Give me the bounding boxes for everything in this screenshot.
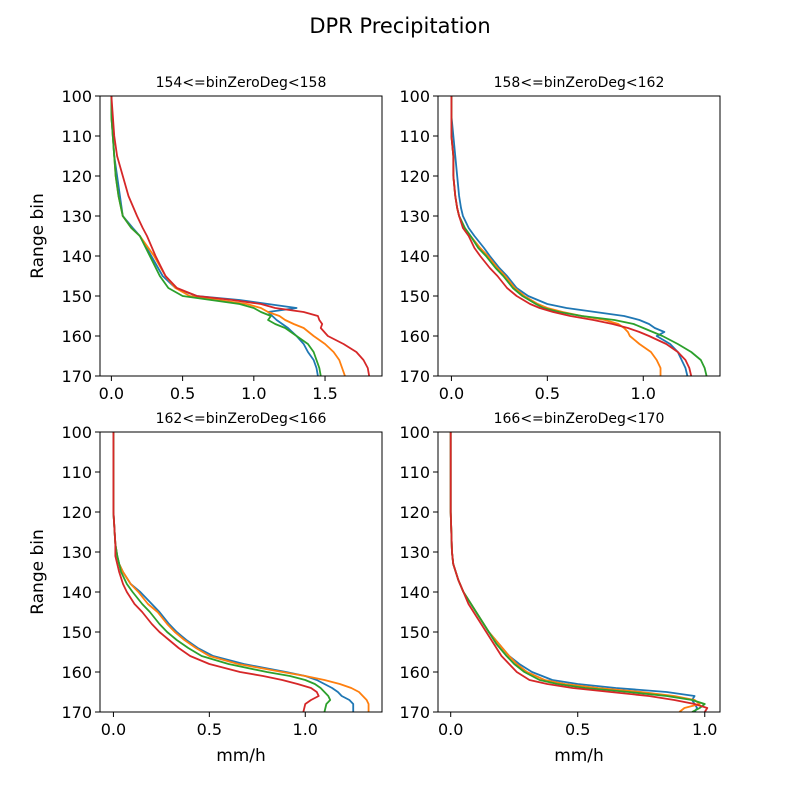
y-tick-label: 140 xyxy=(399,583,430,602)
y-tick-label: 140 xyxy=(61,583,92,602)
y-tick-label: 170 xyxy=(399,367,430,386)
y-axis-label: Range bin xyxy=(28,193,48,279)
axes-frame xyxy=(437,95,721,377)
x-tick-label: 0.5 xyxy=(565,720,590,739)
panel-top-right: 0.0 0.5 1.0 100 110 120 130 140 150 160 170 158<=bi… xyxy=(399,75,721,403)
axes-frame xyxy=(99,95,383,377)
x-tick-label: 0.0 xyxy=(439,384,464,403)
subplot-title: 166<=binZeroDeg<170 xyxy=(494,411,665,427)
y-tick-label: 100 xyxy=(399,423,430,442)
y-tick-label: 170 xyxy=(61,367,92,386)
panel-bottom-right: 0.0 0.5 1.0 100 110 120 130 140 150 160 170 166<=bi… xyxy=(399,411,721,766)
y-tick-label: 160 xyxy=(399,663,430,682)
y-tick-label: 140 xyxy=(399,247,430,266)
y-tick-label: 120 xyxy=(399,503,430,522)
x-axis-label: mm/h xyxy=(554,746,604,766)
y-tick-label: 120 xyxy=(61,167,92,186)
x-tick-label: 0.5 xyxy=(170,384,195,403)
y-tick-label: 110 xyxy=(61,463,92,482)
y-tick-label: 130 xyxy=(61,543,92,562)
y-tick-label: 110 xyxy=(399,463,430,482)
y-tick-label: 100 xyxy=(61,423,92,442)
y-tick-label: 110 xyxy=(61,127,92,146)
panel-top-left: 0.0 0.5 1.0 1.5 100 110 120 130 140 150 160 170 154<… xyxy=(28,75,383,403)
x-tick-label: 1.0 xyxy=(631,384,656,403)
x-tick-label: 0.5 xyxy=(197,720,222,739)
x-tick-label: 1.5 xyxy=(312,384,337,403)
y-tick-label: 120 xyxy=(399,167,430,186)
figure-title: DPR Precipitation xyxy=(309,14,490,38)
x-tick-label: 0.5 xyxy=(535,384,560,403)
panel-bottom-left: 0.0 0.5 1.0 100 110 120 130 140 150 160 170 162<=bi… xyxy=(28,411,383,766)
x-axis-label: mm/h xyxy=(216,746,266,766)
y-tick-label: 140 xyxy=(61,247,92,266)
subplot-title: 162<=binZeroDeg<166 xyxy=(156,411,327,427)
series-line-1 xyxy=(450,96,689,376)
y-tick-label: 160 xyxy=(399,327,430,346)
y-axis-label: Range bin xyxy=(28,529,48,615)
y-tick-label: 170 xyxy=(399,703,430,722)
y-tick-label: 100 xyxy=(399,87,430,106)
y-tick-label: 150 xyxy=(61,287,92,306)
x-tick-label: 0.0 xyxy=(101,720,126,739)
series-line-4 xyxy=(110,96,371,376)
series-line-4 xyxy=(449,432,709,712)
series-line-3 xyxy=(110,96,322,376)
x-tick-label: 1.0 xyxy=(692,720,717,739)
series-line-1 xyxy=(110,96,319,376)
y-tick-label: 100 xyxy=(61,87,92,106)
y-tick-label: 130 xyxy=(61,207,92,226)
x-tick-label: 0.0 xyxy=(99,384,124,403)
y-tick-label: 170 xyxy=(61,703,92,722)
x-tick-label: 1.0 xyxy=(241,384,266,403)
y-tick-label: 120 xyxy=(61,503,92,522)
y-tick-label: 160 xyxy=(61,327,92,346)
y-tick-label: 160 xyxy=(61,663,92,682)
axes-frame xyxy=(437,431,721,713)
y-tick-label: 130 xyxy=(399,543,430,562)
y-tick-label: 130 xyxy=(399,207,430,226)
subplot-title: 158<=binZeroDeg<162 xyxy=(494,75,665,91)
axes-frame xyxy=(99,431,383,713)
series-line-4 xyxy=(450,96,693,376)
y-tick-label: 150 xyxy=(61,623,92,642)
x-tick-label: 0.0 xyxy=(438,720,463,739)
x-tick-label: 1.0 xyxy=(293,720,318,739)
y-tick-label: 150 xyxy=(399,623,430,642)
subplot-title: 154<=binZeroDeg<158 xyxy=(156,75,327,91)
y-tick-label: 150 xyxy=(399,287,430,306)
series-line-4 xyxy=(112,432,320,712)
y-tick-label: 110 xyxy=(399,127,430,146)
series-line-3 xyxy=(112,432,332,712)
